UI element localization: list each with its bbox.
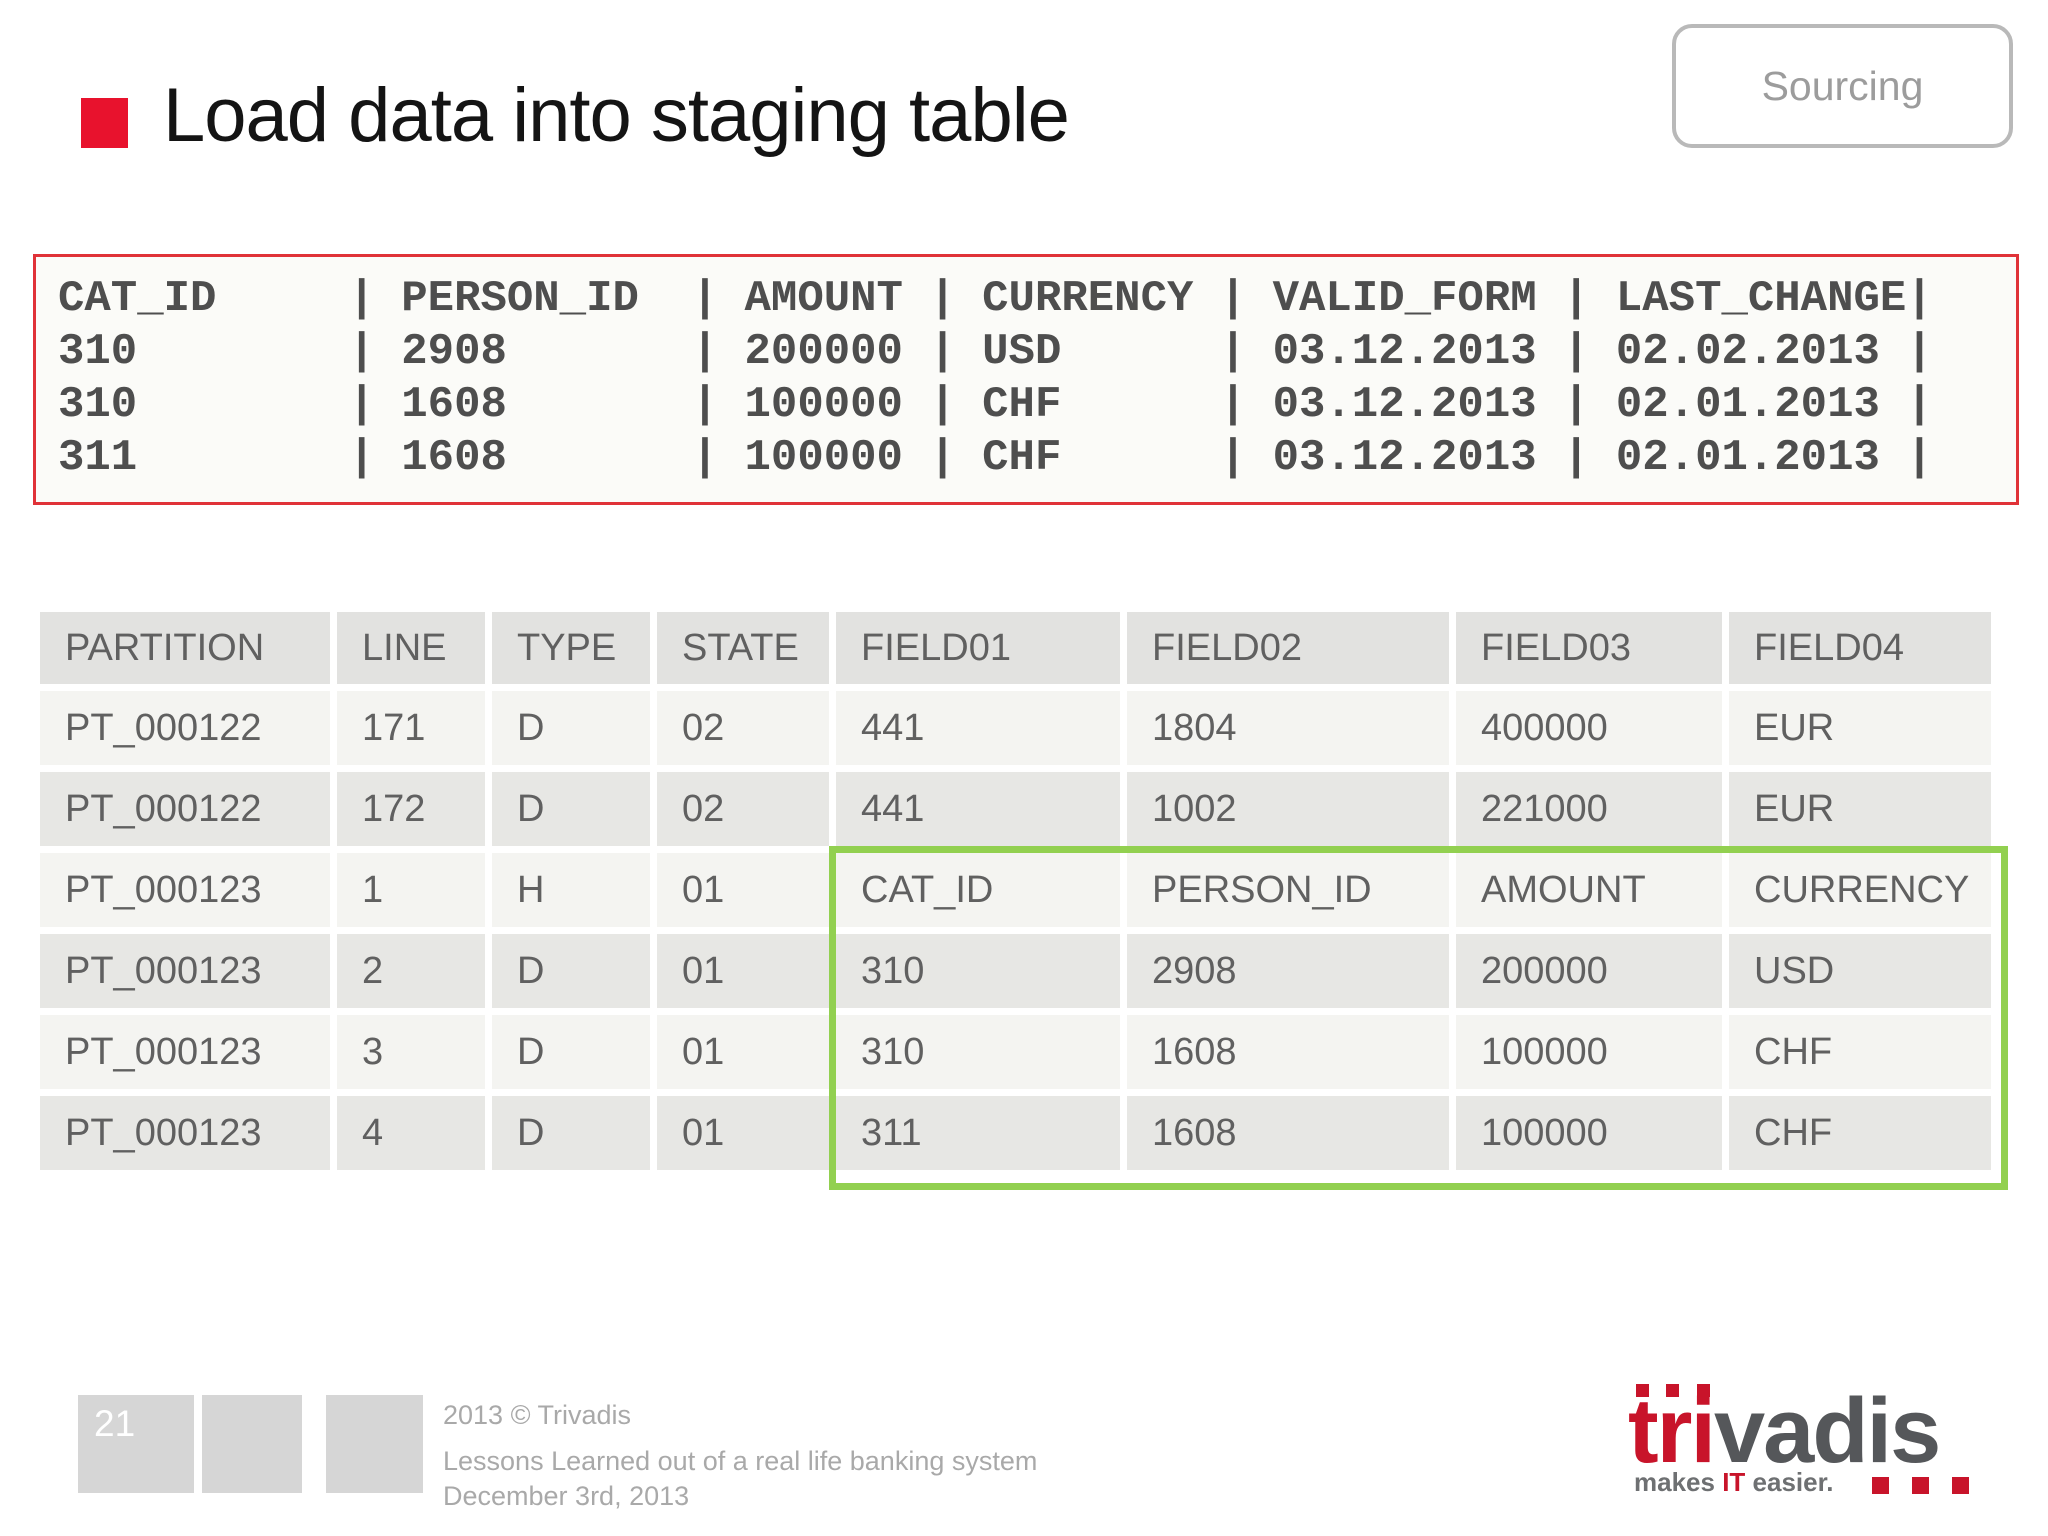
table-cell: 1002 (1127, 772, 1449, 846)
table-cell: PT_000122 (40, 691, 330, 765)
footer-decor-square (202, 1395, 302, 1493)
logo-dot-icon (1666, 1384, 1679, 1397)
table-cell: 01 (657, 934, 829, 1008)
table-cell: H (492, 853, 650, 927)
table-cell: AMOUNT (1456, 853, 1722, 927)
table-cell: 172 (337, 772, 485, 846)
table-cell: 1608 (1127, 1096, 1449, 1170)
footer-subtitle: Lessons Learned out of a real life banki… (443, 1446, 1038, 1476)
table-cell: 4 (337, 1096, 485, 1170)
logo-tagline: makes IT easier. (1634, 1467, 1834, 1498)
column-header: FIELD01 (836, 612, 1120, 684)
table-cell: PT_000122 (40, 772, 330, 846)
table-cell: 171 (337, 691, 485, 765)
table-cell: 100000 (1456, 1015, 1722, 1089)
table-cell: 2908 (1127, 934, 1449, 1008)
page-number: 21 (94, 1403, 136, 1444)
source-file-preview: CAT_ID | PERSON_ID | AMOUNT | CURRENCY |… (33, 254, 2019, 505)
table-cell: 441 (836, 691, 1120, 765)
column-header: FIELD03 (1456, 612, 1722, 684)
table-cell: 400000 (1456, 691, 1722, 765)
table-cell: 200000 (1456, 934, 1722, 1008)
table-row: PT_000123 2 D 01 310 2908 200000 USD (40, 934, 1991, 1008)
logo-dot-icon (1952, 1477, 1969, 1494)
title-bullet-icon (81, 98, 128, 148)
table-cell: PT_000123 (40, 1015, 330, 1089)
trivadis-logo: trivadis (1628, 1385, 1941, 1477)
table-cell: PT_000123 (40, 934, 330, 1008)
table-cell: D (492, 934, 650, 1008)
table-cell: PERSON_ID (1127, 853, 1449, 927)
footer-decor-square (326, 1395, 423, 1493)
column-header: FIELD02 (1127, 612, 1449, 684)
table-cell: 01 (657, 853, 829, 927)
table-cell: D (492, 691, 650, 765)
logo-dot-icon (1636, 1384, 1649, 1397)
table-cell: EUR (1729, 772, 1991, 846)
logo-text-gray: vadis (1714, 1380, 1941, 1482)
column-header: TYPE (492, 612, 650, 684)
tagline-pre: makes (1634, 1467, 1723, 1497)
logo-dot-icon (1912, 1477, 1929, 1494)
table-row: PT_000123 4 D 01 311 1608 100000 CHF (40, 1096, 1991, 1170)
table-cell: 1804 (1127, 691, 1449, 765)
table-cell: CHF (1729, 1096, 1991, 1170)
table-cell: CAT_ID (836, 853, 1120, 927)
logo-dot-icon (1697, 1384, 1710, 1397)
column-header: PARTITION (40, 612, 330, 684)
table-cell: 221000 (1456, 772, 1722, 846)
table-cell: 2 (337, 934, 485, 1008)
table-cell: EUR (1729, 691, 1991, 765)
table-cell: 100000 (1456, 1096, 1722, 1170)
page-number-box: 21 (78, 1395, 194, 1493)
footer-copyright: 2013 © Trivadis (443, 1400, 631, 1430)
table-cell: 1608 (1127, 1015, 1449, 1089)
table-cell: 3 (337, 1015, 485, 1089)
table-row: PT_000123 3 D 01 310 1608 100000 CHF (40, 1015, 1991, 1089)
logo-dot-icon (1872, 1477, 1889, 1494)
staging-table: PARTITION LINE TYPE STATE FIELD01 FIELD02 FIEL… (33, 605, 1998, 1177)
table-cell: 1 (337, 853, 485, 927)
page-title: Load data into staging table (163, 73, 1070, 158)
table-cell: D (492, 1015, 650, 1089)
column-header: STATE (657, 612, 829, 684)
table-cell: 02 (657, 691, 829, 765)
table-row: PT_000123 1 H 01 CAT_ID PERSON_ID AMOUNT CURREN… (40, 853, 1991, 927)
tagline-post: easier. (1745, 1467, 1834, 1497)
table-cell: 441 (836, 772, 1120, 846)
table-cell: 01 (657, 1015, 829, 1089)
staging-table-header-row: PARTITION LINE TYPE STATE FIELD01 FIELD02 FIEL… (40, 612, 1991, 684)
table-row: PT_000122 172 D 02 441 1002 221000 EUR (40, 772, 1991, 846)
table-cell: PT_000123 (40, 1096, 330, 1170)
sourcing-badge-label: Sourcing (1761, 62, 1924, 109)
table-cell: 01 (657, 1096, 829, 1170)
table-row: PT_000122 171 D 02 441 1804 400000 EUR (40, 691, 1991, 765)
table-cell: CHF (1729, 1015, 1991, 1089)
column-header: FIELD04 (1729, 612, 1991, 684)
tagline-accent: IT (1722, 1467, 1746, 1497)
sourcing-badge: Sourcing (1672, 24, 2013, 148)
table-cell: D (492, 1096, 650, 1170)
table-cell: USD (1729, 934, 1991, 1008)
table-cell: 02 (657, 772, 829, 846)
logo-text-red: tri (1628, 1380, 1716, 1482)
table-cell: 310 (836, 934, 1120, 1008)
table-cell: PT_000123 (40, 853, 330, 927)
column-header: LINE (337, 612, 485, 684)
table-cell: CURRENCY (1729, 853, 1991, 927)
table-cell: D (492, 772, 650, 846)
table-cell: 310 (836, 1015, 1120, 1089)
footer-date: December 3rd, 2013 (443, 1481, 690, 1511)
table-cell: 311 (836, 1096, 1120, 1170)
